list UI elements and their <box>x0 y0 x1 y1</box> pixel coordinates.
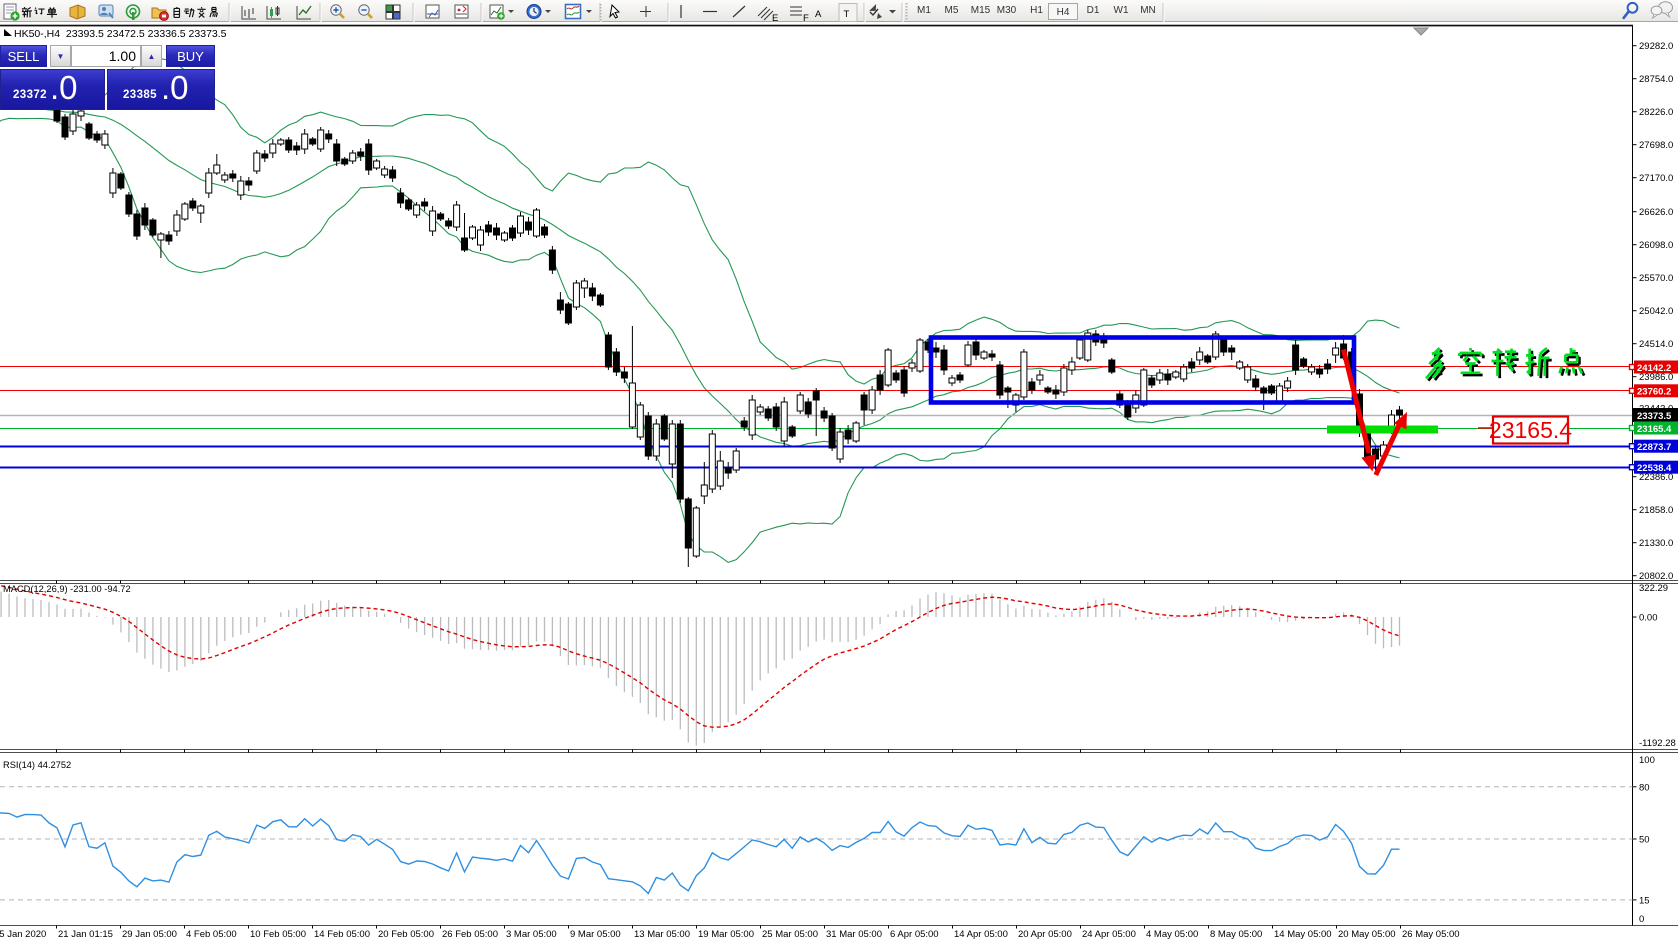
svg-text:24 Apr 05:00: 24 Apr 05:00 <box>1082 929 1136 940</box>
svg-text:15: 15 <box>1639 895 1650 906</box>
svg-text:14 Apr 05:00: 14 Apr 05:00 <box>954 929 1008 940</box>
svg-text:21330.0: 21330.0 <box>1639 538 1673 549</box>
svg-text:0.00: 0.00 <box>1639 613 1658 624</box>
svg-text:13 Mar 05:00: 13 Mar 05:00 <box>634 929 690 940</box>
svg-text:MACD(12,26,9) -231.00 -94.72: MACD(12,26,9) -231.00 -94.72 <box>3 584 131 594</box>
svg-text:T: T <box>844 9 850 20</box>
svg-text:F: F <box>803 13 809 24</box>
svg-text:21 Jan 01:15: 21 Jan 01:15 <box>58 929 113 940</box>
svg-text:20802.0: 20802.0 <box>1639 571 1673 582</box>
svg-text:21858.0: 21858.0 <box>1639 505 1673 516</box>
svg-text:22538.4: 22538.4 <box>1637 463 1672 474</box>
svg-text:23760.2: 23760.2 <box>1637 387 1671 398</box>
svg-text:26626.0: 26626.0 <box>1639 207 1673 218</box>
svg-text:20 May 05:00: 20 May 05:00 <box>1338 929 1396 940</box>
svg-text:80: 80 <box>1639 782 1650 793</box>
svg-text:31 Mar 05:00: 31 Mar 05:00 <box>826 929 882 940</box>
svg-text:29282.0: 29282.0 <box>1639 41 1673 52</box>
svg-text:23165.4: 23165.4 <box>1489 417 1572 443</box>
svg-text:24142.2: 24142.2 <box>1637 363 1671 374</box>
svg-text:28226.0: 28226.0 <box>1639 107 1673 118</box>
svg-text:20 Feb 05:00: 20 Feb 05:00 <box>378 929 434 940</box>
svg-text:26 May 05:00: 26 May 05:00 <box>1402 929 1460 940</box>
svg-text:6 Apr 05:00: 6 Apr 05:00 <box>890 929 939 940</box>
svg-text:322.29: 322.29 <box>1639 583 1668 594</box>
svg-text:E: E <box>772 13 778 24</box>
svg-text:50: 50 <box>1639 835 1650 846</box>
svg-text:15 Jan 2020: 15 Jan 2020 <box>0 929 46 940</box>
svg-text:100: 100 <box>1639 755 1655 766</box>
svg-text:25042.0: 25042.0 <box>1639 306 1673 317</box>
svg-text:9 Mar 05:00: 9 Mar 05:00 <box>570 929 621 940</box>
svg-text:26098.0: 26098.0 <box>1639 240 1673 251</box>
svg-text:-1192.28: -1192.28 <box>1639 738 1676 749</box>
svg-text:19 Mar 05:00: 19 Mar 05:00 <box>698 929 754 940</box>
svg-text:10 Feb 05:00: 10 Feb 05:00 <box>250 929 306 940</box>
svg-text:22873.7: 22873.7 <box>1637 442 1671 453</box>
svg-text:25570.0: 25570.0 <box>1639 273 1673 284</box>
svg-text:27170.0: 27170.0 <box>1639 173 1673 184</box>
svg-text:22386.0: 22386.0 <box>1639 472 1673 483</box>
svg-text:4 May 05:00: 4 May 05:00 <box>1146 929 1198 940</box>
svg-text:3 Mar 05:00: 3 Mar 05:00 <box>506 929 557 940</box>
svg-text:4 Feb 05:00: 4 Feb 05:00 <box>186 929 237 940</box>
svg-text:0: 0 <box>1639 914 1644 925</box>
svg-text:8 May 05:00: 8 May 05:00 <box>1210 929 1262 940</box>
svg-text:25 Mar 05:00: 25 Mar 05:00 <box>762 929 818 940</box>
svg-text:29 Jan 05:00: 29 Jan 05:00 <box>122 929 177 940</box>
svg-text:14 Feb 05:00: 14 Feb 05:00 <box>314 929 370 940</box>
svg-text:23373.5: 23373.5 <box>1637 411 1672 422</box>
svg-text:20 Apr 05:00: 20 Apr 05:00 <box>1018 929 1072 940</box>
svg-text:23165.4: 23165.4 <box>1637 424 1672 435</box>
svg-text:28754.0: 28754.0 <box>1639 74 1673 85</box>
svg-text:27698.0: 27698.0 <box>1639 140 1673 151</box>
svg-text:24514.0: 24514.0 <box>1639 339 1673 350</box>
svg-text:RSI(14) 44.2752: RSI(14) 44.2752 <box>3 760 71 770</box>
svg-text:A: A <box>815 9 822 20</box>
svg-text:14 May 05:00: 14 May 05:00 <box>1274 929 1332 940</box>
svg-text:23986.0: 23986.0 <box>1639 372 1673 383</box>
svg-text:26 Feb 05:00: 26 Feb 05:00 <box>442 929 498 940</box>
